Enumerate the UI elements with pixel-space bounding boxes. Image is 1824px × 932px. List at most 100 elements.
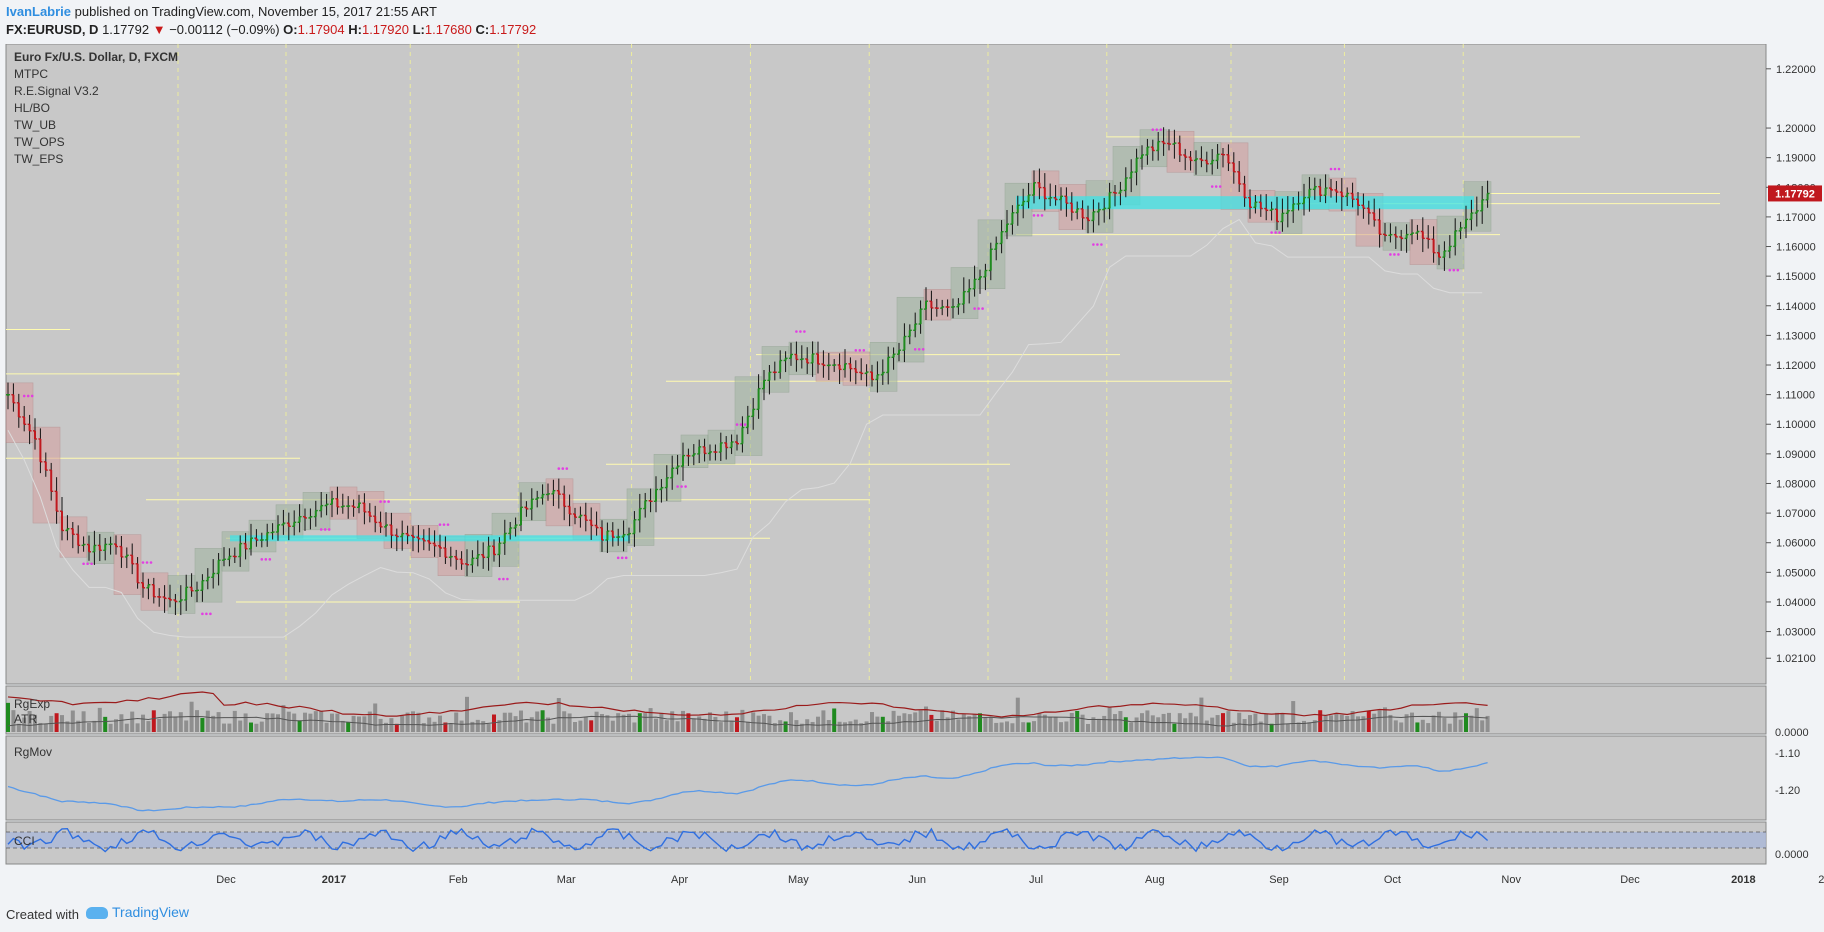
- candle-body: [212, 573, 215, 578]
- time-tick-label: 2018: [1731, 874, 1755, 886]
- candle-body: [784, 358, 787, 361]
- candle-body: [201, 580, 204, 591]
- last-price-tag: [1768, 185, 1822, 202]
- weekly-box: [1004, 182, 1033, 237]
- legend-indicator[interactable]: MTPC: [14, 67, 48, 81]
- volume-bar: [670, 711, 675, 732]
- candle-body: [1297, 203, 1300, 205]
- candles: [6, 127, 1490, 616]
- rgexp-label: RgExp: [14, 697, 50, 711]
- volume-bar: [929, 714, 934, 732]
- volume-bar: [389, 718, 394, 732]
- candle-body: [1184, 154, 1187, 158]
- candle-body: [1130, 172, 1133, 178]
- time-tick-label: Jul: [1029, 874, 1043, 886]
- candle-body: [1454, 230, 1457, 247]
- volume-bar: [1215, 715, 1220, 732]
- volume-bar: [1231, 722, 1236, 732]
- candle-body: [39, 438, 42, 462]
- candle-body: [1254, 202, 1257, 208]
- volume-bar: [891, 710, 896, 732]
- volume-bar: [1280, 713, 1285, 732]
- volume-bar: [70, 710, 75, 732]
- legend-indicator[interactable]: R.E.Signal V3.2: [14, 84, 99, 98]
- candle-body: [541, 494, 544, 498]
- time-tick-label: 2017: [322, 874, 346, 886]
- weekly-box: [1436, 215, 1465, 270]
- author-link[interactable]: IvanLabrie: [6, 4, 72, 19]
- weekly-box: [113, 534, 142, 595]
- candle-body: [854, 368, 857, 373]
- legend-indicator[interactable]: TW_EPS: [14, 152, 63, 166]
- candle-body: [611, 531, 614, 538]
- volume-bar: [1172, 723, 1177, 732]
- signal-dot: [913, 348, 917, 351]
- signal-dot: [1151, 128, 1155, 131]
- candle-body: [881, 372, 884, 375]
- candle-body: [908, 330, 911, 337]
- volume-bar: [832, 708, 837, 732]
- chart-frame[interactable]: Euro Fx/U.S. Dollar, D, FXCM MTPC R.E.Si…: [0, 43, 1824, 896]
- volume-bar: [1150, 715, 1155, 732]
- signal-dot: [1456, 268, 1460, 272]
- candle-body: [952, 306, 954, 308]
- candle-body: [71, 528, 74, 535]
- candle-body: [1168, 143, 1170, 145]
- volume-bar: [535, 711, 540, 732]
- weekly-box: [59, 516, 88, 558]
- candle-body: [1216, 154, 1219, 161]
- volume-bar: [972, 714, 977, 732]
- signal-dot: [1448, 268, 1452, 272]
- candle-body: [293, 522, 296, 527]
- volume-bar: [1005, 721, 1009, 732]
- signal-dot: [981, 307, 984, 310]
- volume-bar: [556, 698, 561, 732]
- candle-body: [1157, 141, 1160, 151]
- time-axis[interactable]: Dec 2017 Feb Mar Apr May Jun Jul Aug Sep Oct Nov Dec…: [216, 874, 1824, 886]
- candle-body: [1006, 224, 1008, 232]
- tradingview-logo[interactable]: TradingView: [86, 904, 189, 920]
- legend-indicator[interactable]: TW_UB: [14, 118, 56, 132]
- volume-bar: [65, 721, 70, 732]
- volume-bar: [562, 711, 567, 732]
- legend-indicator[interactable]: TW_OPS: [14, 135, 65, 149]
- signal-dot: [379, 500, 382, 503]
- volume-bar: [1410, 712, 1414, 732]
- candle-body: [228, 556, 231, 560]
- candle-body: [687, 455, 690, 457]
- volume-bar: [702, 718, 707, 732]
- volume-bar: [1069, 712, 1074, 732]
- volume-bar: [497, 720, 502, 732]
- candle-body: [838, 364, 841, 370]
- candle-body: [698, 446, 701, 454]
- price-axis[interactable]: 1.220001.200001.190001.180001.170001.160…: [1766, 64, 1816, 665]
- candle-body: [941, 306, 944, 309]
- candle-body: [331, 498, 333, 505]
- time-tick-label: Apr: [671, 874, 688, 886]
- candle-body: [314, 510, 317, 517]
- signal-dot: [624, 556, 628, 560]
- candle-body: [844, 363, 846, 370]
- volume-bar: [988, 716, 993, 732]
- volume-bar: [1480, 720, 1485, 732]
- volume-bar: [594, 711, 599, 732]
- candle-body: [439, 545, 441, 548]
- volume-bar: [724, 711, 729, 732]
- legend-indicator[interactable]: HL/BO: [14, 101, 50, 115]
- price-chart[interactable]: Euro Fx/U.S. Dollar, D, FXCM MTPC R.E.Si…: [0, 43, 1824, 896]
- candle-body: [709, 451, 711, 454]
- volume-bar: [1037, 713, 1042, 732]
- price-tick-label: 1.04000: [1776, 597, 1816, 609]
- volume-bar: [438, 715, 442, 732]
- volume-bar: [1404, 714, 1409, 732]
- volume-bar: [853, 719, 858, 732]
- volume-bar: [1458, 719, 1463, 732]
- volume-bar: [292, 713, 297, 732]
- weekly-box: [86, 531, 115, 564]
- volume-bar: [821, 710, 826, 732]
- signal-dot: [141, 561, 145, 564]
- time-tick-label: 22: [1818, 874, 1824, 886]
- candle-body: [860, 372, 863, 374]
- signal-dot: [90, 562, 93, 566]
- volume-bar: [1134, 717, 1139, 732]
